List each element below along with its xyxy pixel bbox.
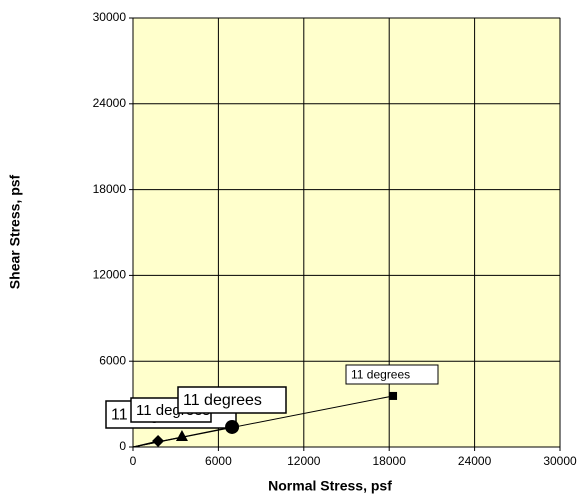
marker [225,419,240,434]
x-tick-label: 24000 [458,454,492,468]
trend-line [132,395,394,448]
data-label: 11 degrees [351,368,410,382]
x-tick-label: 18000 [373,454,407,468]
x-tick-label: 12000 [287,454,321,468]
marker [152,434,165,447]
marker [175,429,188,441]
y-tick-label: 30000 [93,10,127,24]
y-tick-label: 18000 [93,182,127,196]
y-tick-label: 6000 [99,353,126,367]
y-tick-label: 12000 [93,268,127,282]
y-axis-label: Shear Stress, psf [7,174,23,289]
x-axis-label: Normal Stress, psf [268,478,392,494]
label-box [177,386,287,414]
y-tick-label: 0 [119,439,126,453]
marker [389,391,398,400]
y-tick-label: 24000 [93,96,127,110]
label-box [345,364,439,385]
x-tick-label: 6000 [205,454,232,468]
x-tick-label: 30000 [543,454,577,468]
data-label: 11 degrees [183,392,262,409]
x-tick-label: 0 [130,454,137,468]
